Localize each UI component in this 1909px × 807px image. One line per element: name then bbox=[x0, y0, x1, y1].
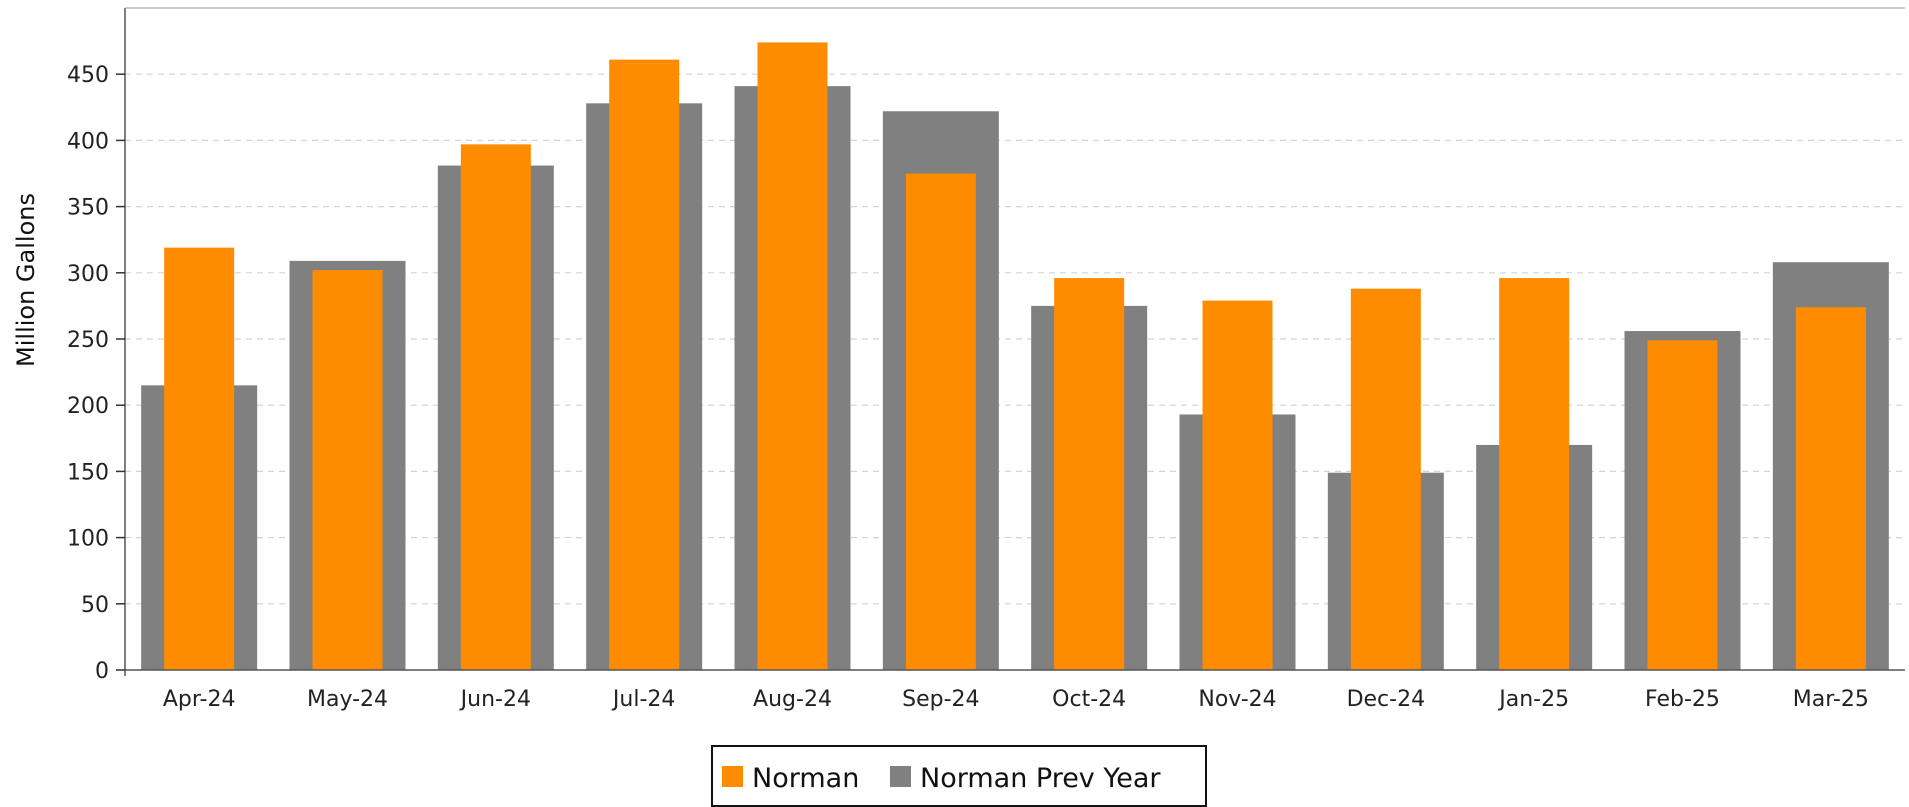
bars bbox=[141, 42, 1889, 671]
y-tick-label: 450 bbox=[67, 63, 109, 88]
x-tick-label: May-24 bbox=[307, 687, 388, 712]
y-axis-title: Million Gallons bbox=[12, 193, 40, 367]
legend-swatch-norman-prev-year bbox=[890, 766, 911, 787]
legend-label-norman: Norman bbox=[752, 763, 859, 794]
x-tick-label: Jun-24 bbox=[459, 687, 531, 712]
axes bbox=[124, 7, 1905, 676]
y-tick-label: 100 bbox=[67, 527, 109, 552]
y-axis-ticks: 0 50 100 150 200 250 300 350 400 450 bbox=[67, 63, 125, 684]
bar-norman bbox=[164, 247, 235, 671]
bar-norman bbox=[312, 270, 383, 670]
x-tick-label: Sep-24 bbox=[902, 687, 979, 712]
y-tick-label: 200 bbox=[67, 394, 109, 419]
y-tick-label: 300 bbox=[67, 262, 109, 287]
bar-norman bbox=[1499, 278, 1570, 670]
x-axis-ticks: Apr-24 May-24 Jun-24 Jul-24 Aug-24 Sep-24 Oct-… bbox=[163, 687, 1869, 712]
x-tick-label: Nov-24 bbox=[1198, 687, 1276, 712]
x-tick-label: Oct-24 bbox=[1052, 687, 1126, 712]
bar-norman bbox=[609, 59, 680, 671]
x-tick-label: Jul-24 bbox=[611, 687, 675, 712]
y-tick-label: 150 bbox=[67, 460, 109, 485]
legend: Norman Norman Prev Year bbox=[711, 745, 1207, 807]
legend-swatch-norman bbox=[722, 766, 743, 787]
x-tick-label: Mar-25 bbox=[1793, 687, 1869, 712]
x-tick-label: Apr-24 bbox=[163, 687, 236, 712]
bar-norman bbox=[1202, 300, 1273, 670]
y-tick-label: 350 bbox=[67, 196, 109, 221]
y-tick-label: 0 bbox=[95, 659, 109, 684]
bar-norman bbox=[460, 144, 531, 670]
bar-norman bbox=[757, 42, 828, 670]
bar-norman bbox=[1647, 340, 1718, 670]
legend-label-norman-prev-year: Norman Prev Year bbox=[920, 763, 1161, 794]
y-tick-label: 250 bbox=[67, 328, 109, 353]
x-tick-label: Jan-25 bbox=[1497, 687, 1569, 712]
bar-norman bbox=[1054, 278, 1125, 670]
bar-norman bbox=[1350, 288, 1421, 670]
x-tick-label: Dec-24 bbox=[1347, 687, 1426, 712]
bar-norman bbox=[905, 173, 976, 670]
y-tick-label: 400 bbox=[67, 129, 109, 154]
legend-box bbox=[711, 745, 1207, 807]
bar-norman bbox=[1795, 307, 1866, 670]
y-tick-label: 50 bbox=[81, 593, 109, 618]
x-tick-label: Feb-25 bbox=[1645, 687, 1720, 712]
x-tick-label: Aug-24 bbox=[753, 687, 832, 712]
